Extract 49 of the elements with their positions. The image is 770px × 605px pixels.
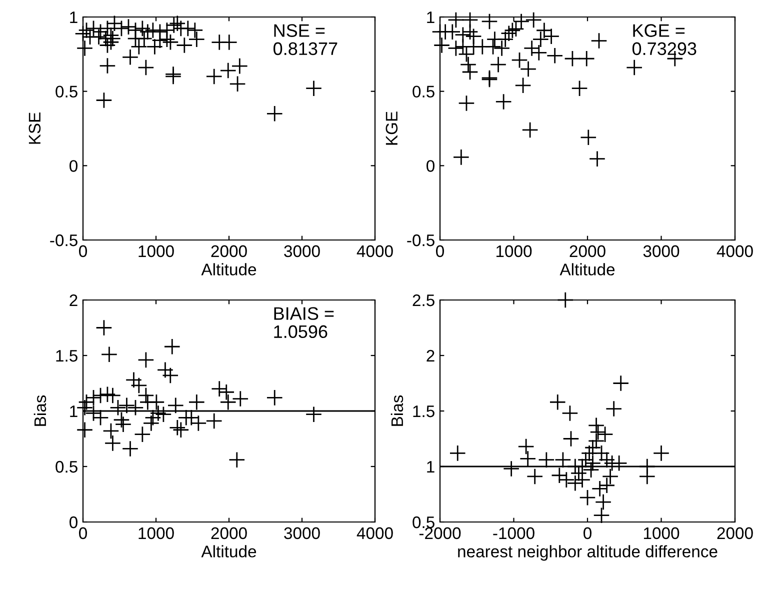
y-tick-label: -0.5 [407,234,434,246]
y-tick-label: 2.5 [412,294,434,306]
y-tick-label: 1 [70,406,78,418]
x-tick-label: 0 [79,527,87,540]
x-tick-label: 1000 [644,527,680,540]
y-tick-label: 1 [70,12,78,24]
annotation: BIAIS = 1.0596 [274,307,334,338]
y-tick-label: -0.5 [50,234,78,246]
annotation: KGE = 0.73293 [632,24,696,56]
y-axis-title: Bias [390,395,404,426]
x-tick-label: 2000 [211,245,247,258]
y-tick-label: 0.5 [56,86,78,98]
x-tick-label: 3000 [643,245,680,258]
y-tick-label: 0 [426,160,434,172]
y-tick-label: 1.5 [413,406,434,418]
y-tick-label: 0.5 [412,516,434,528]
x-axis-title: Altitude [560,263,615,276]
y-tick-label: 1 [427,12,434,24]
x-tick-label: -1000 [493,527,534,540]
y-tick-label: 1 [427,461,434,473]
y-axis-title: KSE [28,112,41,144]
x-tick-label: 3000 [284,245,320,258]
y-tick-label: 0.5 [56,460,78,473]
y-tick-label: 1.5 [56,350,78,362]
y-axis-title: Bias [34,395,46,426]
annotation: NSE = 0.81377 [274,24,338,56]
x-tick-label: 2000 [211,527,247,540]
y-tick-label: 2 [426,350,434,362]
y-tick-label: 2 [70,294,78,306]
x-axis-title: Altitude [201,263,256,276]
x-tick-label: 3000 [284,527,320,540]
x-tick-label: 1000 [138,527,174,540]
x-tick-label: 4000 [356,527,393,540]
y-axis-title: KGE [386,112,398,145]
x-tick-label: 2000 [717,527,753,540]
x-tick-label: 0 [436,245,444,258]
x-tick-label: 0 [584,527,592,540]
x-tick-label: 4000 [356,245,393,258]
x-tick-label: 1000 [138,245,174,258]
y-tick-label: 0 [70,516,78,528]
x-tick-label: 2000 [570,245,606,258]
x-tick-label: -2000 [419,527,461,540]
x-tick-label: 4000 [716,245,753,258]
y-tick-label: 0.5 [412,86,434,98]
y-tick-label: 0 [70,160,78,172]
x-tick-label: 1000 [496,245,532,258]
x-axis-title: nearest neighbor altitude difference [458,545,718,561]
x-tick-label: 0 [79,245,87,258]
x-axis-title: Altitude [201,545,256,558]
